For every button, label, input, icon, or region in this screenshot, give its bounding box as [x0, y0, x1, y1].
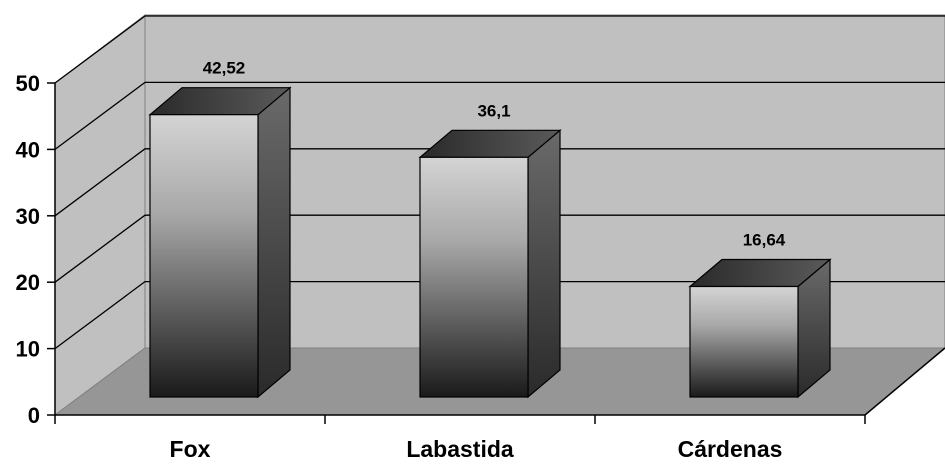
bar-front	[149, 114, 259, 398]
x-category-label: Fox	[170, 436, 211, 462]
axes	[54, 83, 945, 424]
bar	[688, 258, 832, 399]
gridlines	[54, 15, 945, 350]
gridline	[54, 15, 945, 84]
gridline	[54, 214, 945, 283]
data-labels: 42,52 36,1 16,64	[203, 59, 786, 250]
y-tick-label: 50	[16, 71, 40, 96]
y-tick-label: 20	[16, 270, 40, 295]
y-tick-label: 40	[16, 137, 40, 162]
bar	[418, 129, 562, 399]
x-category-label: Cárdenas	[678, 436, 783, 462]
x-axis-labels: Fox Labastida Cárdenas	[170, 436, 783, 462]
bar-side	[257, 86, 291, 399]
x-category-label: Labastida	[406, 436, 514, 462]
bars	[148, 86, 832, 399]
bar-front	[689, 285, 799, 398]
gridline	[54, 81, 945, 150]
y-tick-label: 30	[16, 204, 40, 229]
y-tick-label: 0	[28, 403, 40, 428]
y-axis-ticks: 0 10 20 30 40 50	[16, 71, 55, 428]
floor-edge	[864, 347, 945, 416]
bar-front	[419, 156, 529, 398]
data-label: 36,1	[477, 101, 510, 120]
chart-side-wall	[54, 13, 146, 416]
y-tick-label: 10	[16, 337, 40, 362]
data-label: 42,52	[203, 59, 246, 78]
gridline	[54, 148, 945, 217]
bar-side	[527, 129, 561, 399]
gridline	[54, 280, 945, 350]
data-label: 16,64	[743, 231, 786, 250]
bar	[148, 86, 292, 399]
